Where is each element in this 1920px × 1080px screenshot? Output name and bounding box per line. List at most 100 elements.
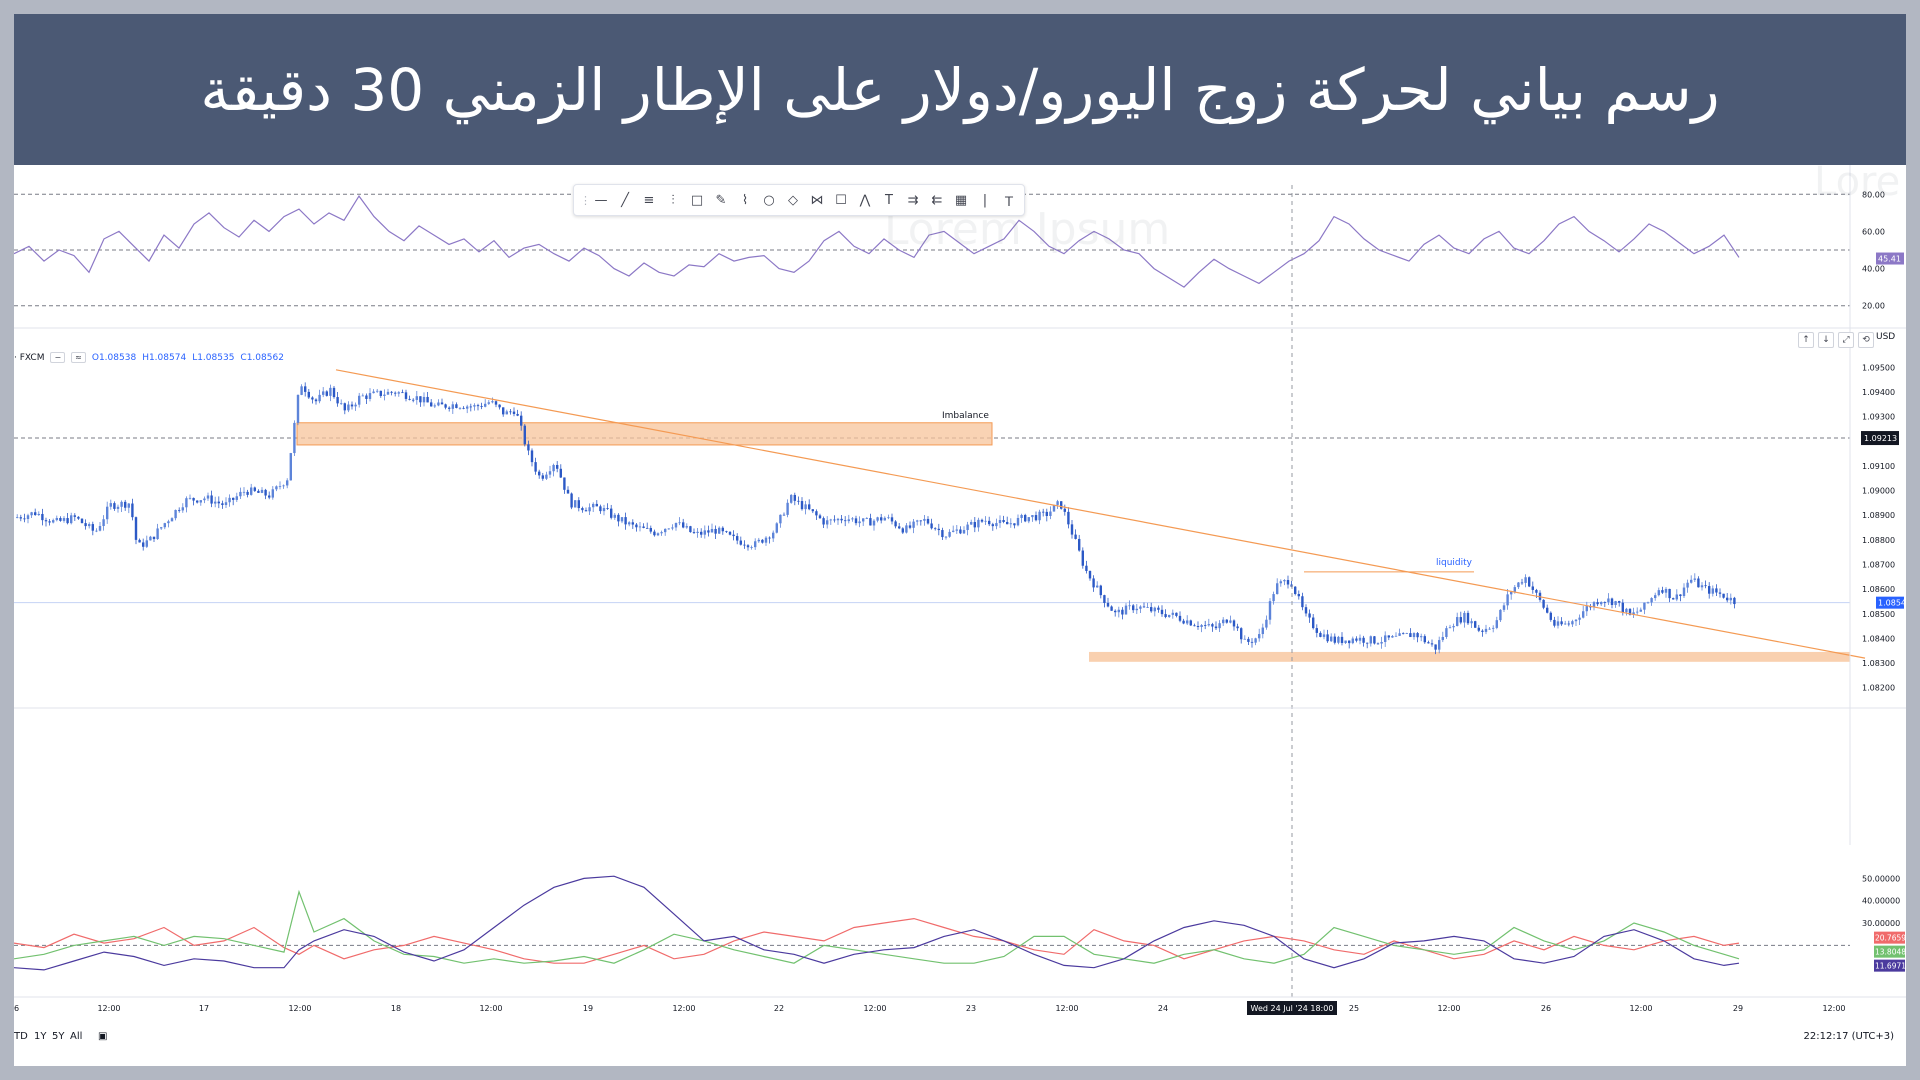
candle [170, 517, 174, 522]
candle [1272, 591, 1275, 605]
candle [610, 504, 613, 520]
candle-body [77, 516, 80, 519]
candle [1715, 584, 1718, 597]
candle-body [1398, 633, 1401, 636]
candle [1571, 619, 1574, 627]
shapes-icon[interactable]: ◇ [788, 192, 798, 208]
candle [970, 519, 973, 525]
candle-body [88, 524, 91, 527]
arrow-down-icon[interactable]: ↓ [1818, 332, 1834, 348]
short-position-icon[interactable]: ⇇ [931, 192, 943, 208]
candle-body [1585, 606, 1588, 612]
imbalance-label: Imbalance [942, 411, 989, 421]
legend-compare-button[interactable]: ≈ [71, 352, 86, 363]
candle-body [1607, 598, 1610, 603]
candle [1416, 632, 1419, 643]
text-cursor-icon[interactable]: Ｔ [1002, 194, 1016, 210]
candle-body [102, 519, 105, 527]
candle-body [1531, 586, 1534, 590]
range-all-button[interactable]: All [70, 1031, 83, 1042]
candle-body [1715, 588, 1718, 593]
crosshair-time-badge [1247, 1001, 1337, 1015]
candle [707, 525, 710, 537]
chart-area[interactable]: 80.00 60.00 40.00 20.00 45.41 1.09500 1.09400… [14, 165, 1906, 1055]
candle [718, 526, 721, 534]
candle-body [1578, 617, 1581, 620]
candle-body [602, 508, 606, 512]
candle-body [383, 394, 386, 396]
grip-icon[interactable]: ⋮ [580, 193, 591, 207]
candle-body [916, 520, 919, 522]
candle-body [1114, 610, 1117, 613]
range-5y-button[interactable]: 5Y [52, 1031, 65, 1042]
arrow-up-icon[interactable]: ↑ [1798, 332, 1814, 348]
pattern-icon[interactable]: ⋈ [810, 192, 824, 208]
candle [764, 536, 768, 546]
long-position-icon[interactable]: ⇉ [907, 192, 919, 208]
candle [1430, 639, 1434, 647]
table-icon[interactable]: ▦ [954, 192, 968, 208]
horizontal-line-icon[interactable]: — [594, 192, 608, 208]
candle [1484, 624, 1488, 635]
range-1y-button[interactable]: 1Y [34, 1031, 47, 1042]
candle-body [516, 413, 519, 416]
currency-selector[interactable]: USD [1876, 332, 1896, 342]
chart-canvas[interactable]: 80.00 60.00 40.00 20.00 45.41 1.09500 1.09400… [14, 165, 1906, 1055]
candle-body [95, 530, 98, 532]
fib-retracement-icon[interactable]: ⫶ [671, 192, 675, 208]
candle [1013, 523, 1016, 529]
candle-body [113, 503, 116, 509]
candle [746, 544, 750, 551]
trend-line-icon[interactable]: ╱ [621, 192, 629, 208]
parallel-channel-icon[interactable]: ≡ [643, 192, 655, 208]
xabcd-pattern-icon[interactable]: ⋀ [859, 192, 871, 208]
expand-icon[interactable]: ⤢ [1838, 332, 1854, 348]
candle-body [1276, 583, 1279, 595]
candle [480, 402, 483, 410]
candle-body [1002, 520, 1005, 522]
candle-body [530, 450, 534, 463]
brush-icon[interactable]: ✎ [715, 192, 727, 208]
candle-body [1060, 501, 1063, 509]
candle-body [541, 475, 544, 479]
candle-body [923, 518, 926, 521]
circle-icon[interactable]: ○ [763, 192, 775, 208]
path-icon[interactable]: ⌇ [741, 192, 749, 208]
candle-body [1056, 501, 1059, 505]
cursor-line-icon[interactable]: | [982, 192, 988, 208]
candle [192, 497, 195, 506]
candle-body [1265, 619, 1268, 628]
candle-body [1139, 606, 1142, 609]
candle-body [1434, 644, 1437, 650]
candle [1726, 592, 1729, 603]
candle-body [1103, 595, 1106, 603]
legend-collapse-button[interactable]: − [50, 352, 66, 363]
candle-body [707, 530, 710, 533]
text-icon[interactable]: T [885, 192, 893, 208]
rectangle-icon[interactable]: □ [690, 192, 704, 208]
candle-body [959, 529, 962, 534]
candle [1567, 620, 1570, 627]
candle [1420, 633, 1423, 642]
candle [516, 409, 519, 417]
candle-body [1211, 624, 1214, 627]
candle [1362, 635, 1365, 647]
candle-body [556, 464, 559, 469]
candle [1380, 636, 1383, 649]
candle [1474, 620, 1477, 629]
calendar-icon[interactable]: ▣ [98, 1031, 108, 1042]
candle [462, 406, 465, 410]
range-td-button[interactable]: TD [14, 1031, 28, 1042]
candle-body [883, 517, 886, 521]
candle-body [689, 526, 692, 533]
candle-body [206, 495, 210, 499]
time-tick-label: 25 [1349, 1004, 1359, 1013]
callout-icon[interactable]: ☐ [835, 192, 847, 208]
candle-body [1726, 597, 1729, 601]
drawing-toolbar[interactable]: ⋮ — ╱ ≡ ⫶ □ ✎ ⌇ ○ ◇ ⋈ ☐ ⋀ T ⇉ ⇇ ▦ | Ｔ [573, 184, 1025, 216]
candle [1294, 586, 1297, 596]
candle [1142, 602, 1146, 608]
reset-icon[interactable]: ⟲ [1858, 332, 1874, 348]
candle [1434, 644, 1437, 655]
candle-body [1711, 588, 1714, 594]
